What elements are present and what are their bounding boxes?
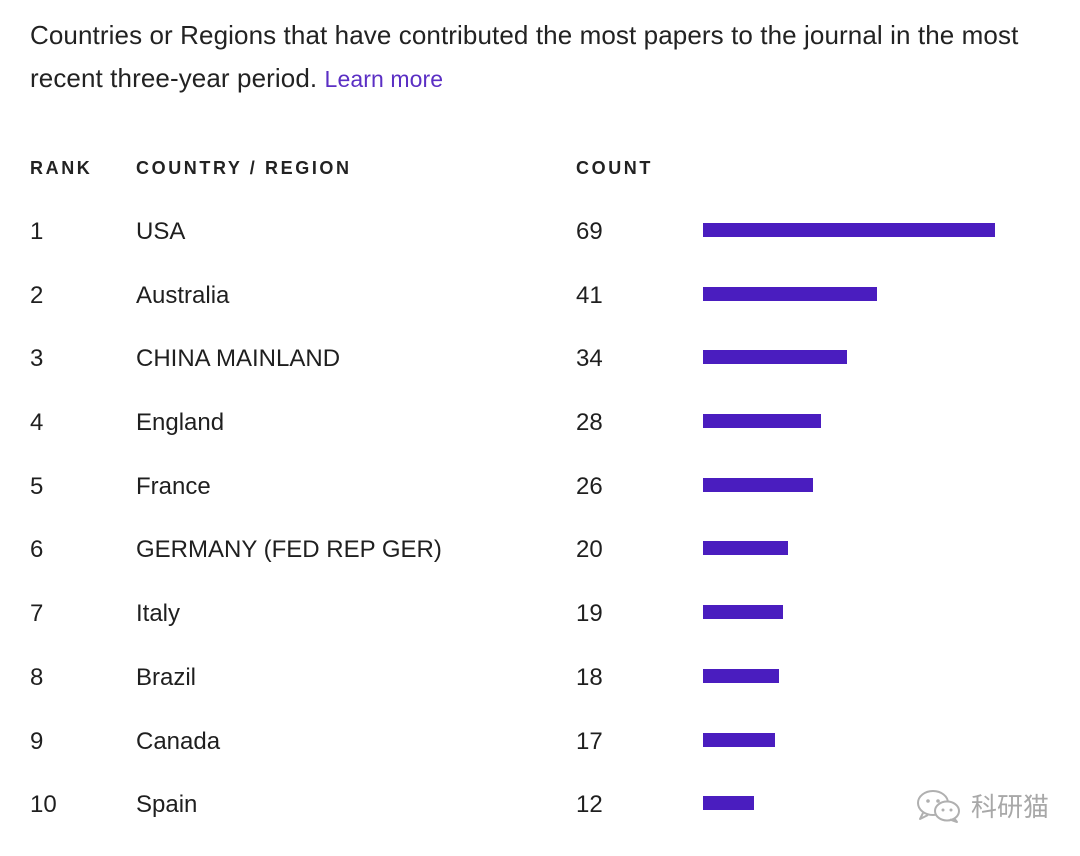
table-row: 1 USA 69 (0, 201, 1080, 265)
count-cell: 69 (576, 218, 603, 245)
count-column-header: COUNT (576, 158, 653, 178)
count-bar (703, 668, 779, 683)
rank-cell: 4 (30, 409, 44, 437)
ranking-table: 1 USA 69 2 Australia 41 3 CHINA MAINLAND 34 4 Engl… (0, 201, 1080, 838)
wechat-icon (917, 789, 960, 823)
intro-description: Countries or Regions that have contribut… (30, 20, 1019, 93)
count-bar (703, 477, 813, 492)
country-cell: GERMANY (FED REP GER) (136, 536, 442, 564)
country-cell: Canada (136, 727, 221, 755)
count-bar (703, 223, 995, 237)
rank-cell: 9 (30, 727, 44, 755)
count-bar (703, 350, 847, 365)
rank-cell: 8 (30, 663, 44, 691)
country-cell: France (136, 472, 211, 500)
count-bar (703, 796, 754, 811)
table-row: 6 GERMANY (FED REP GER) 20 (0, 519, 1080, 583)
count-bar (703, 732, 775, 747)
count-bar (703, 286, 877, 301)
count-cell: 34 (576, 345, 603, 373)
count-bar (703, 605, 783, 620)
country-cell: England (136, 409, 225, 437)
rank-cell: 2 (30, 281, 44, 309)
count-cell: 12 (576, 791, 603, 819)
count-cell: 19 (576, 600, 603, 628)
table-row: 3 CHINA MAINLAND 34 (0, 328, 1080, 392)
table-row: 4 England 28 (0, 392, 1080, 456)
count-cell: 17 (576, 727, 603, 755)
count-cell: 18 (576, 663, 603, 691)
count-cell: 41 (576, 281, 603, 309)
count-cell: 20 (576, 536, 603, 564)
intro-text: Countries or Regions that have contribut… (30, 14, 1075, 101)
table-row: 10 Spain 12 (0, 774, 1080, 838)
country-cell: Australia (136, 281, 230, 309)
country-cell: CHINA MAINLAND (136, 345, 341, 373)
rank-cell: 5 (30, 472, 44, 500)
count-cell: 28 (576, 409, 603, 437)
watermark: 科研猫 (915, 787, 1049, 824)
count-bar (703, 541, 788, 556)
table-row: 7 Italy 19 (0, 583, 1080, 647)
country-cell: Brazil (136, 663, 197, 691)
country-cell: USA (136, 218, 186, 245)
country-cell: Spain (136, 791, 198, 819)
rank-cell: 1 (30, 218, 44, 245)
table-row: 8 Brazil 18 (0, 647, 1080, 711)
rank-column-header: RANK (30, 158, 93, 178)
rank-cell: 6 (30, 536, 44, 564)
count-bar (703, 414, 821, 429)
rank-cell: 3 (30, 345, 44, 373)
table-row: 5 France 26 (0, 456, 1080, 520)
country-column-header: COUNTRY / REGION (136, 158, 352, 178)
table-row: 2 Australia 41 (0, 265, 1080, 329)
count-cell: 26 (576, 472, 603, 500)
watermark-text: 科研猫 (971, 793, 1050, 823)
table-row: 9 Canada 17 (0, 711, 1080, 775)
country-cell: Italy (136, 600, 181, 628)
rank-cell: 10 (30, 791, 57, 819)
rank-cell: 7 (30, 600, 44, 628)
learn-more-link[interactable]: Learn more (324, 66, 444, 92)
